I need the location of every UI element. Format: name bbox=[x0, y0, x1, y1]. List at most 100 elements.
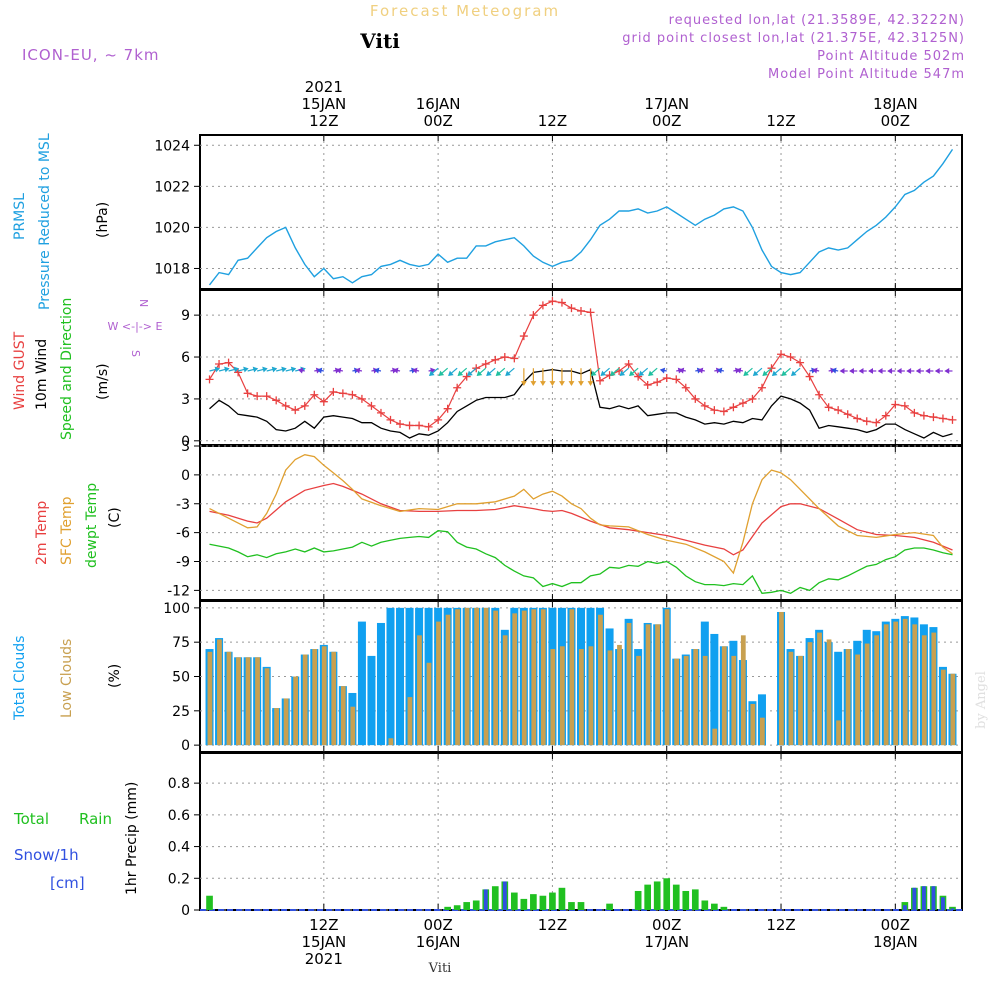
low-cloud-bar bbox=[245, 657, 251, 746]
wind-arrow-head bbox=[839, 368, 845, 374]
total-cloud-bar bbox=[710, 633, 719, 746]
rain-bar bbox=[558, 887, 566, 910]
panel-5-frame bbox=[199, 752, 963, 911]
rain-bar bbox=[672, 884, 680, 910]
y-tick-label: 3 bbox=[181, 392, 190, 408]
wind-arrow-head bbox=[790, 370, 797, 377]
low-cloud-bar bbox=[607, 650, 613, 746]
gust-marker bbox=[643, 380, 652, 389]
low-cloud-bar bbox=[502, 635, 508, 746]
total-cloud-bar bbox=[834, 651, 843, 746]
gust-label: Wind GUST bbox=[12, 331, 28, 410]
top-time-label: 00Z bbox=[652, 112, 681, 130]
wind-arrow-head bbox=[224, 366, 230, 373]
total-cloud-bar bbox=[405, 607, 414, 746]
low-cloud-bar bbox=[436, 621, 441, 746]
gust-marker bbox=[634, 372, 643, 381]
gust-marker bbox=[910, 408, 919, 417]
snow-label: Snow/1h bbox=[14, 846, 79, 864]
y-tick-label: -9 bbox=[176, 555, 190, 571]
wind-arrow-head bbox=[214, 366, 221, 373]
low-cloud-bar bbox=[655, 624, 660, 746]
low-cloud-bar bbox=[474, 607, 479, 746]
gust-marker bbox=[424, 422, 433, 431]
credit-watermark: by Angel bbox=[974, 671, 989, 729]
gust-marker bbox=[329, 387, 338, 396]
wind-arrow-head bbox=[590, 370, 597, 377]
top-time-label: 15JAN bbox=[301, 95, 346, 113]
gust-marker bbox=[900, 401, 909, 410]
low-cloud-bar bbox=[312, 649, 318, 746]
low-cloud-bar bbox=[759, 717, 765, 746]
gust-marker bbox=[529, 311, 538, 320]
wind-arrow-head bbox=[448, 370, 454, 377]
y-tick-label: -12 bbox=[167, 583, 190, 599]
gust-marker bbox=[577, 306, 585, 315]
rain-bar bbox=[539, 895, 547, 910]
rain-bar bbox=[530, 894, 537, 910]
2m-temp-line bbox=[209, 482, 953, 556]
y-tick-label: 1024 bbox=[154, 138, 190, 154]
low-cloud-bar bbox=[731, 655, 737, 746]
low-cloud-bar bbox=[283, 698, 289, 746]
top-time-label: 00Z bbox=[881, 112, 910, 130]
y-tick-label: 100 bbox=[163, 601, 190, 617]
y-tick-label: 50 bbox=[172, 670, 190, 686]
bottom-time-label: 12Z bbox=[309, 916, 338, 934]
snow-unit-label: [cm] bbox=[50, 874, 85, 892]
wind-arrow-head bbox=[771, 370, 778, 377]
gust-marker bbox=[624, 360, 633, 369]
prmsl-long-label: Pressure Reduced to MSL bbox=[37, 133, 53, 310]
gust-marker bbox=[700, 401, 709, 410]
y-tick-label: 1022 bbox=[154, 179, 190, 195]
wind-arrow-head bbox=[495, 370, 502, 377]
rain-bar bbox=[720, 906, 728, 910]
top-time-label: 00Z bbox=[423, 112, 452, 130]
wind-arrow-head bbox=[354, 367, 361, 374]
requested-coords: requested lon,lat (21.3589E, 42.3222N) bbox=[669, 13, 965, 28]
low-cloud-bar bbox=[331, 651, 337, 746]
gust-marker bbox=[500, 353, 509, 362]
gust-marker bbox=[519, 332, 528, 341]
gust-marker bbox=[443, 404, 452, 413]
precip-axis-label: 1hr Precip (mm) bbox=[124, 782, 140, 895]
y-tick-label: 75 bbox=[172, 635, 190, 651]
snow-bar bbox=[912, 887, 917, 910]
snow-bar bbox=[950, 908, 955, 910]
panel-2-frame bbox=[199, 289, 963, 446]
rain-bar bbox=[520, 898, 528, 910]
gust-marker bbox=[596, 376, 605, 385]
top-time-label: 12Z bbox=[309, 112, 338, 130]
bottom-time-label: 00Z bbox=[423, 916, 452, 934]
low-cloud-bar bbox=[626, 622, 632, 746]
wind-arrow-head bbox=[925, 368, 931, 374]
gust-marker bbox=[557, 298, 566, 307]
low-cloud-bar bbox=[340, 686, 346, 746]
panel-3-frame bbox=[199, 445, 963, 601]
wind-arrow-head bbox=[393, 367, 399, 374]
rain-bar bbox=[206, 895, 213, 910]
gust-marker bbox=[805, 372, 814, 381]
meteogram-subtitle: Forecast Meteogram bbox=[370, 2, 560, 20]
top-time-label: 16JAN bbox=[416, 95, 461, 113]
wind-arrow-head bbox=[648, 370, 654, 377]
rain-label: Rain bbox=[79, 810, 112, 828]
gust-marker bbox=[348, 390, 357, 399]
low-cloud-bar bbox=[950, 673, 956, 746]
bottom-time-label: 17JAN bbox=[644, 933, 689, 951]
top-time-label: 17JAN bbox=[644, 95, 689, 113]
y-tick-label: 0 bbox=[181, 434, 190, 450]
gust-marker bbox=[205, 375, 214, 384]
low-cloud-bar bbox=[636, 655, 641, 746]
wind-arrow-head bbox=[520, 381, 527, 386]
bottom-time-label: 18JAN bbox=[873, 933, 918, 951]
low-cloud-bar bbox=[845, 649, 851, 746]
gust-marker bbox=[253, 392, 262, 401]
gust-marker bbox=[215, 360, 224, 369]
bottom-time-label: 15JAN bbox=[301, 933, 346, 951]
gust-marker bbox=[843, 410, 852, 419]
wind-arrow-head bbox=[233, 366, 240, 373]
wind-arrow-head bbox=[297, 367, 304, 374]
wind-arrow-head bbox=[887, 368, 893, 374]
snow-bar bbox=[921, 886, 926, 910]
